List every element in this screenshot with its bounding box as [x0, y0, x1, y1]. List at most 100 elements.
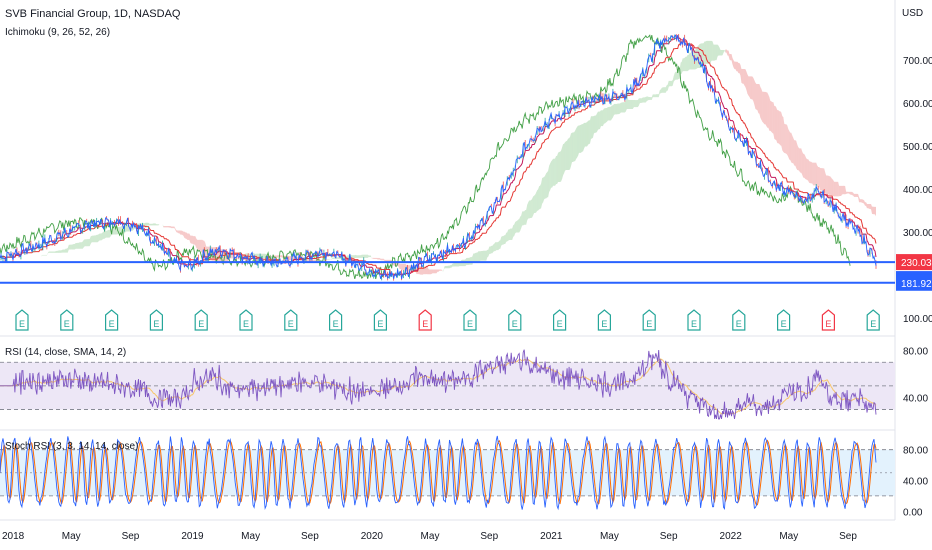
earnings-marker[interactable]: E [329, 309, 343, 331]
ichimoku-cloud-segment [519, 216, 521, 233]
ichimoku-cloud-segment [46, 252, 48, 256]
earnings-marker-shape [60, 309, 74, 331]
earnings-marker-label: E [691, 319, 697, 329]
ichimoku-cloud-segment [599, 110, 601, 130]
earnings-marker[interactable]: E [821, 309, 835, 331]
ichimoku-cloud-segment [96, 234, 98, 243]
ichimoku-cloud-segment [359, 255, 361, 258]
ichimoku-cloud-segment [169, 226, 171, 228]
ichimoku-cloud-segment [44, 254, 46, 256]
earnings-marker[interactable]: E [239, 309, 253, 331]
earnings-marker[interactable]: E [463, 309, 477, 331]
ichimoku-cloud-segment [657, 94, 659, 98]
earnings-marker[interactable]: E [732, 309, 746, 331]
ichimoku-cloud-segment [787, 125, 789, 157]
ichimoku-cloud-segment [671, 80, 673, 87]
price-pane[interactable] [0, 0, 895, 335]
earnings-marker[interactable]: E [284, 309, 298, 331]
earnings-marker-shape [239, 309, 253, 331]
ichimoku-cloud-segment [592, 116, 594, 138]
ichimoku-cloud-segment [818, 167, 820, 187]
ichimoku-cloud-segment [481, 251, 483, 261]
ichimoku-cloud-segment [673, 72, 675, 82]
ichimoku-cloud-segment [365, 254, 367, 258]
ichimoku-cloud-segment [473, 253, 475, 262]
ichimoku-cloud-segment [333, 257, 335, 259]
ichimoku-cloud-segment [48, 251, 50, 253]
ichimoku-cloud-segment [527, 202, 529, 221]
ichimoku-cloud-segment [65, 248, 67, 253]
earnings-marker-label: E [646, 319, 652, 329]
earnings-marker[interactable]: E [373, 309, 387, 331]
ichimoku-cloud-segment [277, 255, 279, 258]
earnings-marker-shape [194, 309, 208, 331]
earnings-marker[interactable]: E [418, 309, 432, 331]
ichimoku-cloud-segment [861, 199, 863, 203]
earnings-marker-shape [553, 309, 567, 331]
ichimoku-cloud-segment [434, 269, 436, 274]
ichimoku-cloud-segment [398, 262, 400, 270]
rsi-label: RSI (14, close, SMA, 14, 2) [5, 347, 126, 358]
earnings-marker-shape [418, 309, 432, 331]
ichimoku-cloud-segment [400, 263, 402, 270]
earnings-marker[interactable]: E [60, 309, 74, 331]
ichimoku-cloud-segment [751, 76, 753, 100]
ichimoku-cloud-segment [489, 246, 491, 254]
rsi-line [0, 349, 877, 420]
ichimoku-cloud-segment [98, 233, 100, 242]
ichimoku-cloud-segment [548, 165, 550, 198]
ichimoku-cloud-segment [276, 255, 278, 258]
ichimoku-cloud-segment [615, 103, 617, 115]
ichimoku-cloud-segment [675, 71, 677, 80]
price-tick-label: 700.00 [903, 56, 932, 67]
earnings-marker[interactable]: E [553, 309, 567, 331]
ichimoku-cloud-segment [659, 89, 661, 94]
rsi-tick-label: 40.00 [903, 394, 928, 405]
ichimoku-cloud-segment [561, 147, 563, 182]
ichimoku-cloud-segment [529, 200, 531, 219]
earnings-marker-label: E [333, 319, 339, 329]
ichimoku-cloud-segment [152, 223, 154, 226]
ichimoku-cloud-segment [753, 77, 755, 105]
ichimoku-cloud-segment [759, 83, 761, 118]
ichimoku-cloud-segment [829, 176, 831, 195]
ichimoku-cloud-segment [382, 258, 384, 261]
ichimoku-cloud-segment [49, 251, 51, 253]
time-tick-label: 2018 [2, 531, 25, 542]
ichimoku-cloud-segment [567, 138, 569, 170]
ichimoku-cloud-segment [842, 185, 844, 195]
earnings-marker[interactable]: E [687, 309, 701, 331]
ichimoku-cloud-segment [172, 226, 174, 229]
ichimoku-cloud-segment [183, 231, 185, 238]
earnings-marker[interactable]: E [105, 309, 119, 331]
ichimoku-cloud-segment [503, 235, 505, 245]
ichimoku-cloud-segment [201, 239, 203, 253]
earnings-marker[interactable]: E [777, 309, 791, 331]
time-tick-label: 2019 [181, 531, 204, 542]
earnings-marker[interactable]: E [866, 309, 880, 331]
ichimoku-cloud-segment [80, 242, 82, 249]
earnings-marker[interactable]: E [597, 309, 611, 331]
earnings-marker-label: E [825, 319, 831, 329]
ichimoku-cloud-segment [443, 266, 445, 272]
ichimoku-cloud-segment [454, 262, 456, 267]
earnings-marker[interactable]: E [15, 309, 29, 331]
ichimoku-cloud-segment [196, 238, 198, 249]
earnings-marker[interactable]: E [642, 309, 656, 331]
ichimoku-cloud-segment [494, 242, 496, 252]
earnings-marker[interactable]: E [508, 309, 522, 331]
ichimoku-cloud-segment [165, 226, 167, 228]
earnings-marker[interactable]: E [194, 309, 208, 331]
ichimoku-cloud-segment [479, 251, 481, 262]
ichimoku-cloud-segment [490, 245, 492, 254]
earnings-marker[interactable]: E [149, 309, 163, 331]
ichimoku-cloud-segment [282, 255, 284, 259]
ichimoku-cloud-segment [380, 258, 382, 261]
ichimoku-cloud-segment [431, 269, 433, 274]
ichimoku-cloud-segment [231, 253, 233, 259]
ichimoku-cloud-segment [683, 57, 685, 72]
ichimoku-cloud-segment [717, 44, 719, 57]
ichimoku-cloud-segment [731, 54, 733, 65]
